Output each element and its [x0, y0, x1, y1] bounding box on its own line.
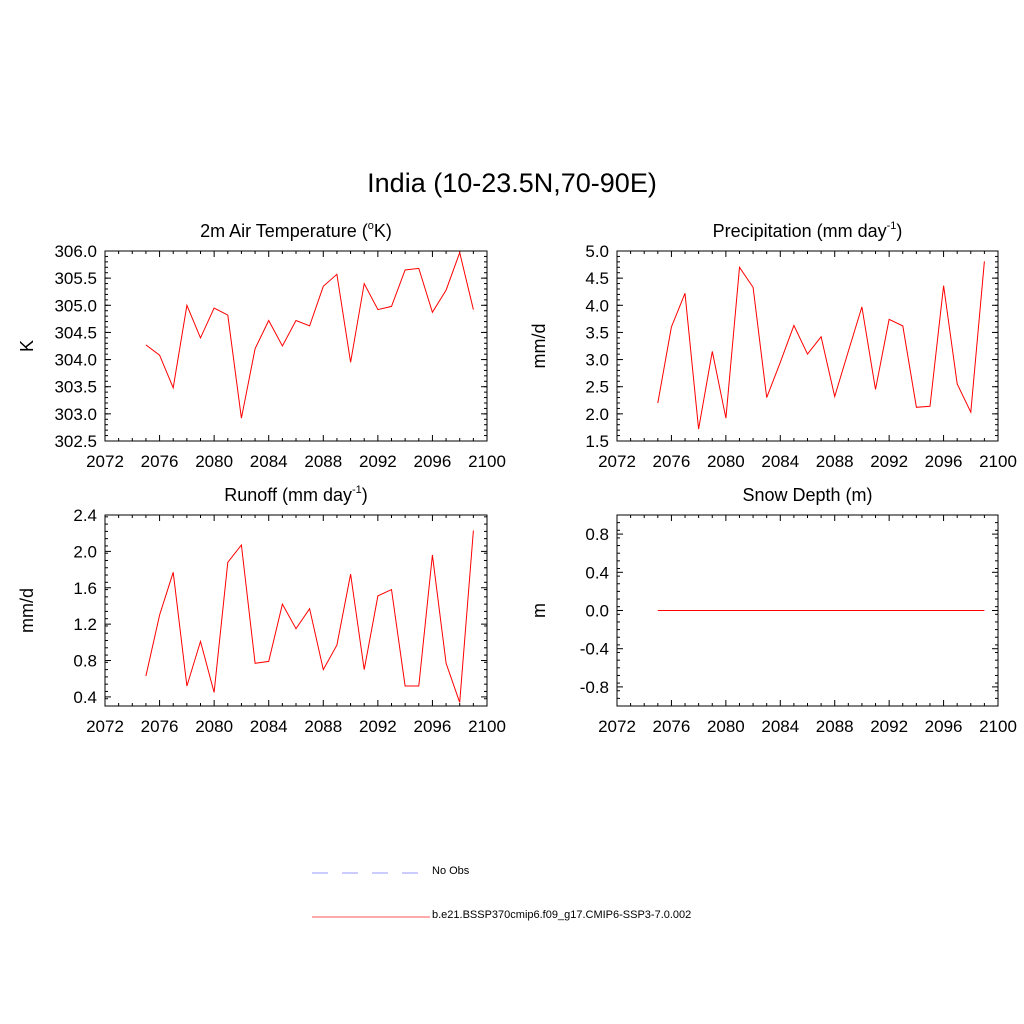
legend-swatch-solid — [312, 916, 430, 918]
y-tick-label: 0.8 — [585, 525, 609, 544]
x-tick-label: 2092 — [359, 452, 397, 471]
x-tick-label: 2092 — [870, 452, 908, 471]
x-tick-label: 2084 — [250, 452, 288, 471]
y-tick-label: 303.0 — [54, 405, 97, 424]
x-tick-label: 2088 — [816, 717, 854, 736]
x-tick-label: 2088 — [816, 452, 854, 471]
x-tick-label: 2100 — [979, 452, 1017, 471]
y-tick-label: 303.5 — [54, 378, 97, 397]
plot-frame — [104, 514, 488, 707]
x-tick-label: 2076 — [653, 717, 691, 736]
x-tick-label: 2076 — [653, 452, 691, 471]
x-tick-label: 2084 — [761, 717, 799, 736]
y-axis-label: m — [529, 603, 549, 618]
plot-frame — [616, 250, 999, 442]
y-tick-label: 304.0 — [54, 351, 97, 370]
x-tick-label: 2072 — [598, 452, 636, 471]
x-tick-label: 2100 — [979, 717, 1017, 736]
x-tick-label: 2072 — [86, 452, 124, 471]
y-tick-label: 306.0 — [54, 242, 97, 261]
panel-snow-depth: 2072 2076 2080 2084 2088 2092 2096 2100 -0.8 -0.4… — [529, 485, 1017, 736]
x-tick-label: 2080 — [707, 452, 745, 471]
y-tick-label: 2.0 — [73, 542, 97, 561]
x-tick-label: 2080 — [707, 717, 745, 736]
x-tick-label: 2084 — [250, 717, 288, 736]
y-tick-label: 3.0 — [585, 351, 609, 370]
x-tick-label: 2100 — [468, 452, 506, 471]
legend-label: No Obs — [432, 865, 470, 877]
x-tick-label: 2084 — [761, 452, 799, 471]
y-tick-label: 2.0 — [585, 405, 609, 424]
y-tick-label: -0.4 — [580, 640, 609, 659]
panel-title: Snow Depth (m) — [742, 485, 872, 505]
x-tick-label: 2096 — [414, 452, 452, 471]
x-tick-label: 2096 — [414, 717, 452, 736]
x-tick-label: 2092 — [870, 717, 908, 736]
plot-frame — [104, 250, 488, 442]
x-tick-label: 2076 — [141, 452, 179, 471]
series-line — [657, 261, 985, 430]
x-tick-label: 2088 — [304, 452, 342, 471]
y-tick-label: 305.0 — [54, 296, 97, 315]
y-axis-label: mm/d — [529, 324, 549, 369]
x-tick-label: 2096 — [925, 717, 963, 736]
y-tick-label: 0.4 — [73, 688, 97, 707]
panel-title: 2m Air Temperature (oK) — [200, 220, 392, 241]
series-line — [145, 530, 474, 703]
panel-runoff: 2072 2076 2080 2084 2088 2092 2096 2100 0.4 0.8 1.… — [17, 484, 506, 736]
legend-swatch-dashed — [312, 872, 418, 874]
x-tick-label: 2080 — [195, 452, 233, 471]
y-tick-label: 2.5 — [585, 378, 609, 397]
y-tick-label: 2.4 — [73, 506, 97, 525]
figure-title: India (10-23.5N,70-90E) — [367, 168, 657, 198]
x-tick-label: 2072 — [598, 717, 636, 736]
y-tick-label: 3.5 — [585, 323, 609, 342]
panel-title: Precipitation (mm day-1) — [713, 220, 903, 241]
y-tick-label: 0.4 — [585, 563, 609, 582]
legend-label: b.e21.BSSP370cmip6.f09_g17.CMIP6-SSP3-7.… — [432, 909, 692, 921]
y-tick-label: 1.2 — [73, 615, 97, 634]
y-tick-label: 304.5 — [54, 323, 97, 342]
x-tick-label: 2100 — [468, 717, 506, 736]
y-tick-label: -0.8 — [580, 678, 609, 697]
y-tick-label: 0.0 — [585, 602, 609, 621]
y-tick-label: 1.5 — [585, 432, 609, 451]
x-tick-label: 2088 — [304, 717, 342, 736]
y-axis-label: mm/d — [17, 588, 37, 633]
y-tick-label: 4.5 — [585, 269, 609, 288]
y-tick-label: 0.8 — [73, 652, 97, 671]
x-tick-label: 2072 — [86, 717, 124, 736]
panel-title: Runoff (mm day-1) — [224, 484, 368, 505]
y-tick-label: 4.0 — [585, 296, 609, 315]
x-tick-label: 2076 — [141, 717, 179, 736]
x-tick-label: 2092 — [359, 717, 397, 736]
y-tick-label: 5.0 — [585, 242, 609, 261]
y-tick-label: 302.5 — [54, 432, 97, 451]
y-tick-label: 1.6 — [73, 579, 97, 598]
panel-air-temperature: 2072 2076 2080 2084 2088 2092 2096 2100 302.5 303… — [17, 220, 506, 471]
y-tick-label: 305.5 — [54, 269, 97, 288]
x-tick-label: 2096 — [925, 452, 963, 471]
series-line — [145, 250, 474, 419]
y-axis-label: K — [17, 340, 37, 352]
panel-precipitation: 2072 2076 2080 2084 2088 2092 2096 2100 1.5 2.0 2.… — [529, 220, 1017, 471]
x-tick-label: 2080 — [195, 717, 233, 736]
